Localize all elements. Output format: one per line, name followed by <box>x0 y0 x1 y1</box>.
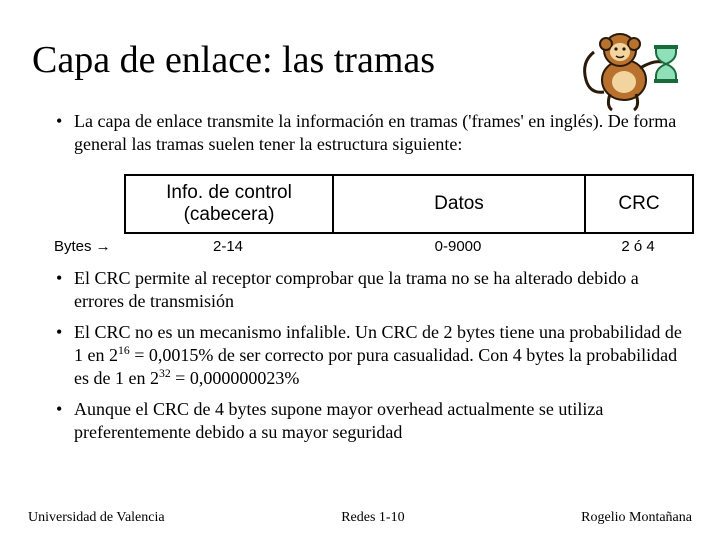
bytes-header: 2-14 <box>124 238 332 255</box>
frame-structure-table: Info. de control (cabecera) Datos CRC <box>124 174 694 234</box>
monkey-graphic <box>576 22 686 114</box>
bullet-crc-check: El CRC permite al receptor comprobar que… <box>56 267 688 313</box>
explanation-bullets: El CRC permite al receptor comprobar que… <box>32 267 688 444</box>
bytes-crc: 2 ó 4 <box>584 238 692 255</box>
bullet-crc-prob: El CRC no es un mecanismo infalible. Un … <box>56 321 688 390</box>
bullet-crc-overhead: Aunque el CRC de 4 bytes supone mayor ov… <box>56 398 688 444</box>
slide-footer: Universidad de Valencia Redes 1-10 Rogel… <box>0 510 720 526</box>
footer-left: Universidad de Valencia <box>28 510 165 526</box>
bytes-data: 0-9000 <box>332 238 584 255</box>
footer-center: Redes 1-10 <box>341 510 404 526</box>
bytes-row: Bytes → 2-14 0-9000 2 ó 4 <box>54 238 692 255</box>
intro-bullets: La capa de enlace transmite la informaci… <box>32 110 688 156</box>
footer-right: Rogelio Montañana <box>581 510 692 526</box>
bytes-label: Bytes → <box>54 238 124 255</box>
frame-cell-header: Info. de control (cabecera) <box>125 175 333 233</box>
bullet-intro: La capa de enlace transmite la informaci… <box>56 110 688 156</box>
frame-cell-data: Datos <box>333 175 585 233</box>
frame-cell-crc: CRC <box>585 175 693 233</box>
